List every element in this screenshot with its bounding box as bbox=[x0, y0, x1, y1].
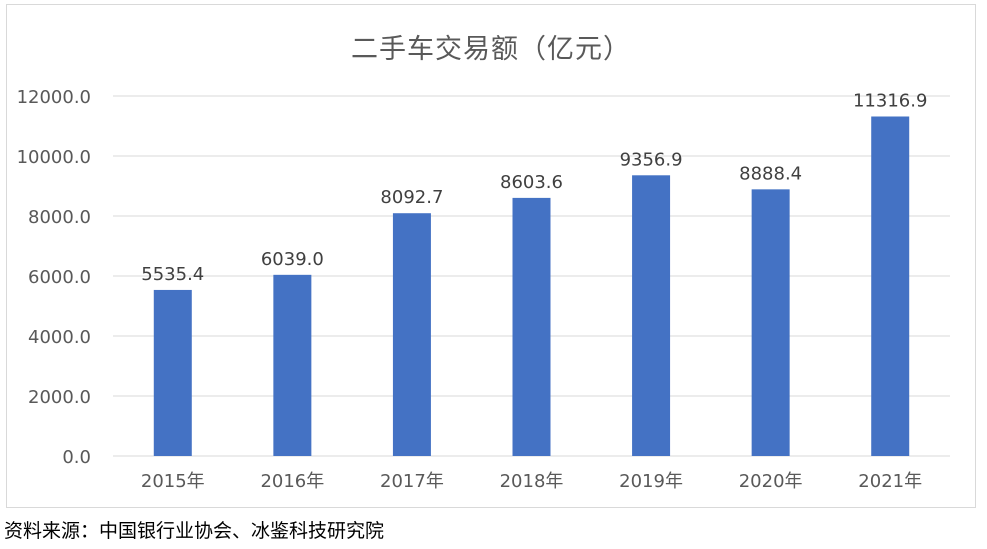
x-tick-label: 2017年 bbox=[380, 471, 444, 492]
chart-title: 二手车交易额（亿元） bbox=[351, 34, 631, 65]
bar bbox=[632, 175, 671, 456]
x-tick-label: 2019年 bbox=[619, 471, 683, 492]
x-tick-label: 2020年 bbox=[739, 471, 803, 492]
x-tick-label: 2018年 bbox=[500, 471, 564, 492]
x-tick-label: 2021年 bbox=[858, 471, 922, 492]
bar bbox=[751, 189, 790, 456]
data-labels: 5535.4 6039.0 8092.7 8603.6 9356.9 8888.4 1131… bbox=[141, 90, 927, 284]
data-label: 8603.6 bbox=[500, 172, 563, 193]
data-label: 11316.9 bbox=[853, 90, 927, 111]
data-label: 9356.9 bbox=[620, 149, 683, 170]
y-tick-label: 12000.0 bbox=[17, 87, 91, 108]
data-label: 6039.0 bbox=[261, 249, 324, 270]
bar bbox=[512, 197, 551, 456]
bar bbox=[273, 274, 312, 456]
data-label: 5535.4 bbox=[141, 264, 204, 285]
bar bbox=[153, 289, 192, 456]
data-label: 8092.7 bbox=[380, 187, 443, 208]
x-tick-label: 2016年 bbox=[260, 471, 324, 492]
source-note: 资料来源：中国银行业协会、冰鉴科技研究院 bbox=[4, 520, 385, 542]
y-tick-label: 8000.0 bbox=[28, 207, 91, 228]
y-tick-label: 0.0 bbox=[62, 447, 91, 468]
y-tick-label: 4000.0 bbox=[28, 327, 91, 348]
x-tick-label: 2015年 bbox=[141, 471, 205, 492]
data-label: 8888.4 bbox=[739, 163, 802, 184]
bars bbox=[153, 116, 910, 457]
bar bbox=[392, 213, 431, 456]
y-axis-ticks: 0.0 2000.0 4000.0 6000.0 8000.0 10000.0 12000.… bbox=[17, 87, 91, 468]
y-tick-label: 6000.0 bbox=[28, 267, 91, 288]
y-tick-label: 10000.0 bbox=[17, 147, 91, 168]
bar bbox=[871, 116, 910, 457]
y-tick-label: 2000.0 bbox=[28, 387, 91, 408]
x-axis-ticks: 2015年 2016年 2017年 2018年 2019年 2020年 2021年 bbox=[141, 471, 922, 492]
